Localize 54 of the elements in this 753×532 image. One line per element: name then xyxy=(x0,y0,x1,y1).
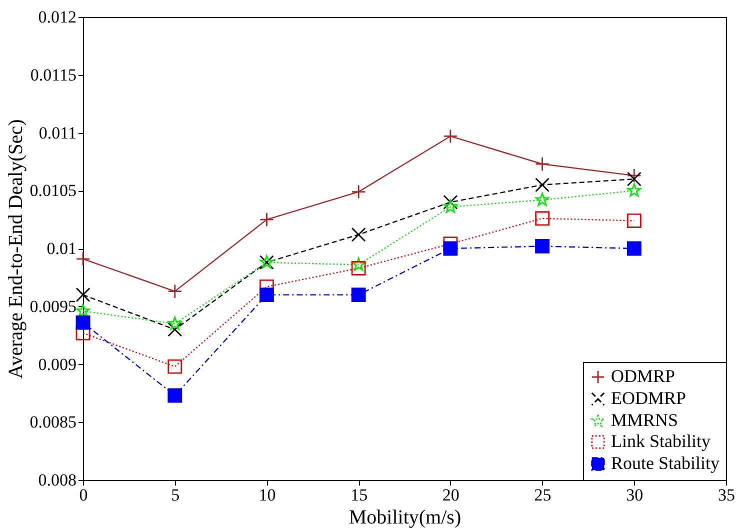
y-tick-label: 0.012 xyxy=(38,8,76,26)
x-tick-label: 35 xyxy=(718,486,735,504)
point xyxy=(443,129,458,144)
x-tick-label: 15 xyxy=(350,486,368,504)
point xyxy=(626,241,642,256)
legend-label: Route Stability xyxy=(611,453,720,473)
point xyxy=(351,288,366,302)
point xyxy=(168,388,182,403)
y-tick-label: 0.0085 xyxy=(30,412,76,432)
point xyxy=(351,227,366,242)
y-tick-label: 0.009 xyxy=(38,354,76,374)
legend-label: Link Stability xyxy=(611,431,711,451)
point xyxy=(535,192,550,206)
point xyxy=(76,288,90,302)
legend-label: EODMRP xyxy=(611,388,686,408)
point xyxy=(626,172,642,186)
point xyxy=(626,214,642,228)
point xyxy=(351,184,366,199)
point xyxy=(535,211,550,226)
y-tick-label: 0.0115 xyxy=(30,65,76,84)
x-tick-label: 0 xyxy=(79,486,88,504)
legend-label: MMRNS xyxy=(611,410,678,430)
point xyxy=(351,260,366,276)
x-tick-label: 25 xyxy=(534,486,552,504)
y-tick-label: 0.0095 xyxy=(30,296,76,316)
x-tick-label: 20 xyxy=(442,486,460,504)
point xyxy=(443,194,458,210)
y-tick-label: 0.01 xyxy=(46,239,76,258)
point xyxy=(352,257,366,271)
point xyxy=(168,284,182,299)
y-tick-label: 0.008 xyxy=(38,470,76,490)
point xyxy=(626,168,642,183)
point xyxy=(535,238,550,254)
legend-label: ODMRP xyxy=(611,366,676,386)
point xyxy=(168,322,182,337)
point xyxy=(76,304,90,317)
x-tick-label: 10 xyxy=(258,486,276,504)
y-axis-title: Average End-to-End Dealy(Sec) xyxy=(4,119,27,379)
x-axis-title: Mobility(m/s) xyxy=(348,506,462,528)
point xyxy=(259,212,274,227)
point xyxy=(76,252,90,266)
point xyxy=(535,156,550,172)
point xyxy=(627,183,642,197)
point xyxy=(168,316,182,330)
x-tick-label: 30 xyxy=(626,486,644,504)
point xyxy=(535,178,550,192)
point xyxy=(76,315,90,330)
y-tick-label: 0.0105 xyxy=(30,181,76,200)
point xyxy=(259,288,274,302)
point xyxy=(168,359,182,374)
point xyxy=(443,241,458,256)
x-tick-label: 5 xyxy=(171,486,180,504)
y-tick-label: 0.011 xyxy=(38,123,76,142)
point xyxy=(444,200,458,213)
